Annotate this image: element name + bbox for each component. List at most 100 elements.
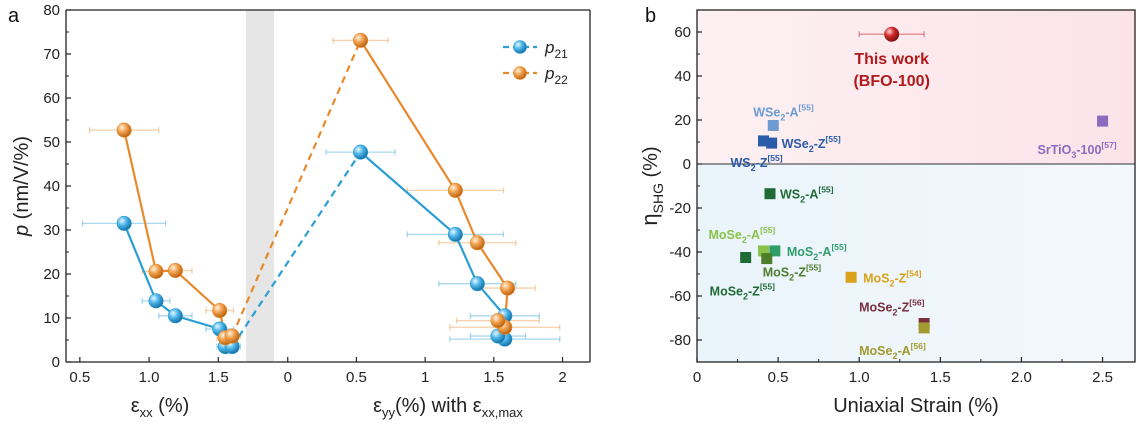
point-label: WSe2-A[55] [753, 103, 814, 123]
x-tick-label: 1.0 [849, 369, 870, 386]
data-point-p22 [224, 328, 240, 344]
data-point-p21 [469, 276, 485, 292]
point-label-base: MoS [787, 245, 813, 259]
point-label-subscript: 3 [1071, 150, 1076, 160]
legend-subscript: 21 [554, 47, 568, 61]
point-label-suffix: -Z [895, 271, 907, 285]
y-tick-label: 10 [43, 310, 60, 327]
legend-marker-p21 [513, 40, 527, 54]
y-axis-title: ηSHG (%) [637, 146, 666, 225]
point-label-subscript: 2 [892, 308, 897, 318]
y-axis-title-units: (nm/V/%) [11, 136, 33, 225]
panel-letter-a: a [8, 5, 20, 27]
point-label-subscript: 2 [743, 292, 748, 302]
data-point-square [766, 137, 778, 149]
data-point-p21 [116, 215, 132, 231]
point-label-reference: [55] [760, 282, 775, 292]
y-tick-label: 60 [43, 90, 60, 107]
point-label: SrTiO3-100[57] [1038, 140, 1117, 160]
point-label-subscript: 2 [809, 144, 814, 154]
data-point-square [769, 245, 781, 257]
data-point-square [845, 271, 857, 283]
legend-label-p22: p22 [544, 64, 568, 87]
x-tick-label: 0.5 [69, 369, 90, 386]
data-point-p22 [167, 262, 183, 278]
y-title-symbol: η [637, 213, 662, 225]
point-label: MoSe2-A[55] [709, 225, 776, 245]
x-title-subscript: xx [140, 405, 154, 420]
y-axis-title-symbol: p [11, 225, 33, 237]
y-tick-label: 80 [43, 2, 60, 19]
data-point-square [758, 135, 770, 147]
point-label-base: SrTiO [1038, 143, 1072, 157]
point-label-subscript: 2 [813, 252, 818, 262]
y-tick-label: 40 [674, 68, 691, 85]
point-label-base: MoSe [710, 285, 743, 299]
point-label-subscript: 2 [800, 195, 805, 205]
x-tick-label: 1.0 [139, 369, 160, 386]
point-label-suffix: -A [897, 344, 910, 358]
data-point-p22 [353, 32, 369, 48]
y-tick-label: -60 [669, 288, 691, 305]
point-label: MoSe2-Z[56] [859, 298, 924, 318]
y-title-units: (%) [640, 146, 662, 183]
point-label-base: MoS [763, 266, 789, 280]
legend-marker-p22 [513, 66, 527, 80]
panel-a: 0 10 20 30 40 50 60 70 80 0.5 1.0 1.5 0 0.5 1 1.5 2 p (nm… [8, 2, 591, 420]
point-label-suffix: -A [747, 228, 760, 242]
y-tick-label: 40 [43, 178, 60, 195]
legend-symbol: p [544, 38, 554, 57]
y-tick-label: 50 [43, 134, 60, 151]
point-label-subscript: 2 [892, 351, 897, 361]
x-axis-title: Uniaxial Strain (%) [833, 395, 999, 417]
y-title-subscript: SHG [650, 183, 666, 213]
x-title-subscript: xx,max [482, 405, 524, 420]
x-tick-label: 2 [558, 369, 566, 386]
data-point-square [758, 245, 770, 257]
point-label-subscript: 2 [890, 278, 895, 288]
axis-break-band [246, 10, 274, 362]
x-axis-title-right: εyy(%) with εxx,max [373, 395, 523, 420]
y-tick-label: 60 [674, 24, 691, 41]
legend-label-p21: p21 [544, 38, 568, 61]
point-label-reference: [55] [806, 263, 821, 273]
series-connector-p21 [231, 151, 362, 348]
data-point-p21 [353, 144, 369, 160]
point-label-suffix: -Z [897, 301, 909, 315]
point-label-base: MoSe [859, 301, 892, 315]
point-label-suffix: -A [785, 106, 798, 120]
y-tick-label: 0 [683, 156, 691, 173]
x-tick-label: 1.5 [930, 369, 951, 386]
x-tick-label: 0.5 [768, 369, 789, 386]
point-label-base: WS [780, 188, 800, 202]
data-point-p22 [490, 313, 506, 329]
highlight-label-line1: This work [854, 51, 929, 68]
point-label-subscript: 2 [742, 235, 747, 245]
point-label-base: MoSe [709, 228, 742, 242]
x-tick-label: 1.5 [208, 369, 229, 386]
point-label: MoS2-A[55] [787, 242, 847, 262]
point-label-base: MoSe [859, 344, 892, 358]
x-title-symbol: ε [131, 395, 140, 417]
point-label-reference: [55] [767, 153, 782, 163]
point-label-reference: [54] [906, 268, 921, 278]
data-point-square [918, 322, 930, 334]
point-label: MoSe2-Z[55] [710, 282, 775, 302]
x-tick-label: 2.5 [1092, 369, 1113, 386]
data-point-p21 [148, 293, 164, 309]
x-title-subscript: yy [382, 405, 396, 420]
point-label: WSe2-Z[55] [782, 134, 841, 154]
data-point-p22 [469, 235, 485, 251]
panel-letter-b: b [645, 5, 656, 27]
point-label-suffix: -Z [748, 285, 760, 299]
y-tick-label: 0 [52, 354, 60, 371]
series-connector-p22 [231, 39, 362, 337]
point-label-base: MoS [863, 271, 889, 285]
point-label-reference: [55] [831, 242, 846, 252]
y-tick-label: -40 [669, 244, 691, 261]
point-label-subscript: 2 [789, 273, 794, 283]
point-label-base: WSe [753, 106, 780, 120]
point-label-suffix: -100 [1076, 143, 1101, 157]
x-tick-label: 0 [284, 369, 292, 386]
